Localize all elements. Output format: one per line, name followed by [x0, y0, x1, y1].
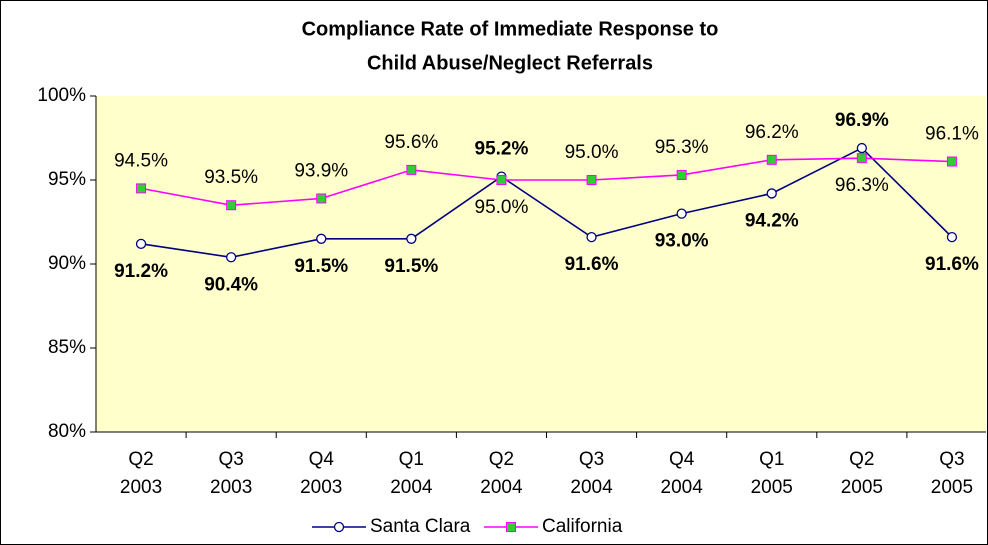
chart-title: Child Abuse/Neglect Referrals: [367, 52, 653, 74]
data-point: [586, 175, 597, 185]
x-tick-label: Q2: [128, 449, 153, 470]
data-label: 94.5%: [114, 150, 168, 171]
data-point: [676, 169, 687, 180]
x-tick-label: Q1: [759, 449, 784, 470]
data-label: 95.0%: [475, 197, 529, 218]
data-point: [316, 193, 327, 204]
x-tick-label: Q3: [939, 449, 964, 470]
x-tick-label: 2003: [300, 477, 342, 498]
data-label: 91.2%: [114, 261, 168, 282]
data-point: [406, 233, 417, 244]
x-tick-label: 2004: [661, 477, 704, 498]
data-point: [856, 142, 867, 154]
data-point: [225, 252, 237, 263]
data-label: 95.3%: [655, 137, 709, 158]
data-label: 95.2%: [475, 139, 529, 160]
y-tick-label: 90%: [48, 253, 86, 274]
data-point: [496, 175, 507, 185]
data-point: [766, 154, 777, 165]
x-tick-label: 2003: [120, 477, 162, 498]
x-tick-label: Q4: [669, 449, 695, 470]
x-tick-label: 2004: [570, 477, 613, 498]
data-label: 91.5%: [384, 256, 438, 277]
x-tick-label: 2005: [751, 477, 793, 498]
data-label: 91.6%: [925, 254, 979, 275]
y-tick-label: 80%: [48, 421, 86, 442]
legend-label: California: [542, 516, 623, 537]
data-point: [316, 233, 327, 244]
plot-area: [96, 96, 986, 432]
data-label: 95.0%: [565, 142, 619, 163]
data-label: 91.6%: [565, 254, 619, 275]
data-label: 95.6%: [384, 132, 438, 153]
x-tick-label: Q2: [849, 449, 874, 470]
y-tick-label: 85%: [48, 337, 86, 358]
series-line: [140, 157, 952, 207]
data-point: [856, 153, 867, 164]
data-point: [135, 238, 147, 249]
data-label: 94.2%: [745, 210, 799, 231]
x-tick-label: Q2: [489, 449, 514, 470]
x-tick-label: 2004: [480, 477, 523, 498]
data-label: 90.4%: [204, 274, 258, 295]
y-tick-label: 95%: [48, 169, 86, 190]
data-label: 96.3%: [835, 175, 889, 196]
data-label: 91.5%: [294, 256, 348, 277]
legend-marker: [506, 522, 516, 532]
data-point: [226, 200, 237, 211]
chart-title: Compliance Rate of Immediate Response to: [302, 18, 719, 40]
legend-marker: [333, 521, 345, 533]
x-tick-label: Q3: [218, 449, 243, 470]
x-tick-label: Q1: [399, 449, 424, 470]
data-label: 93.0%: [655, 231, 709, 252]
series-line: [140, 147, 953, 259]
data-point: [946, 156, 957, 167]
x-tick-label: 2004: [390, 477, 433, 498]
data-label: 96.1%: [925, 124, 979, 145]
data-label: 93.5%: [204, 167, 258, 188]
legend-label: Santa Clara: [370, 516, 471, 537]
data-point: [766, 188, 777, 199]
data-point: [586, 231, 597, 243]
data-point: [676, 208, 687, 219]
data-point: [136, 183, 147, 194]
data-label: 93.9%: [294, 160, 348, 181]
x-tick-label: 2005: [931, 477, 973, 498]
data-point: [946, 231, 958, 243]
x-tick-label: 2005: [841, 477, 883, 498]
y-tick-label: 100%: [37, 85, 86, 106]
data-point: [406, 164, 417, 175]
data-label: 96.9%: [835, 110, 889, 131]
x-tick-label: Q4: [309, 449, 335, 470]
x-tick-label: 2003: [210, 477, 252, 498]
x-tick-label: Q3: [579, 449, 604, 470]
data-label: 96.2%: [745, 122, 799, 143]
